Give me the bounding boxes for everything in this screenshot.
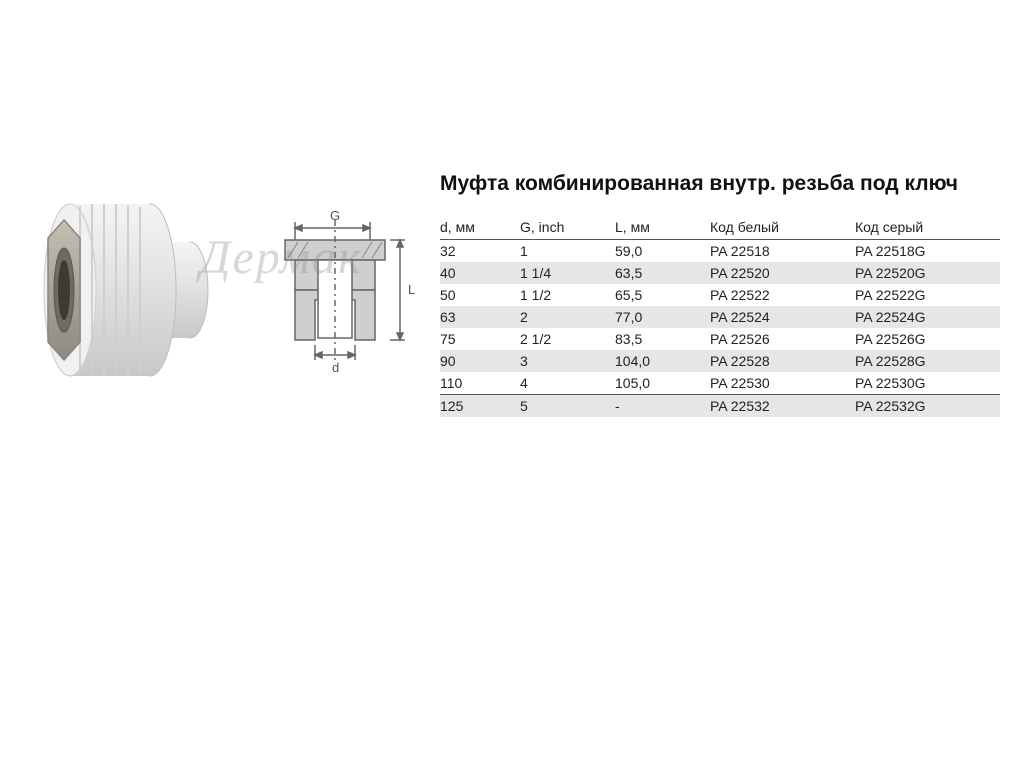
col-header: d, мм [440, 215, 520, 240]
table-cell: 32 [440, 240, 520, 263]
table-cell: 105,0 [615, 372, 710, 395]
table-cell: PA 22530G [855, 372, 1000, 395]
content-block: Муфта комбинированная внутр. резьба под … [440, 170, 1024, 417]
table-row: 903104,0PA 22528PA 22528G [440, 350, 1000, 372]
table-row: 752 1/283,5PA 22526PA 22526G [440, 328, 1000, 350]
diagram-label-l: L [408, 282, 415, 297]
table-cell: 63,5 [615, 262, 710, 284]
table-cell: - [615, 395, 710, 418]
table-cell: 1 [520, 240, 615, 263]
table-row: 401 1/463,5PA 22520PA 22520G [440, 262, 1000, 284]
table-cell: PA 22524 [710, 306, 855, 328]
diagram-label-g: G [330, 208, 340, 223]
table-body: 32159,0PA 22518PA 22518G401 1/463,5PA 22… [440, 240, 1000, 418]
table-cell: 110 [440, 372, 520, 395]
table-cell: 1 1/2 [520, 284, 615, 306]
table-row: 63277,0PA 22524PA 22524G [440, 306, 1000, 328]
table-cell: 59,0 [615, 240, 710, 263]
dimensional-diagram: G L d [240, 200, 430, 390]
table-cell: 90 [440, 350, 520, 372]
table-cell: PA 22526G [855, 328, 1000, 350]
table-row: 1255-PA 22532PA 22532G [440, 395, 1000, 418]
table-cell: 2 1/2 [520, 328, 615, 350]
table-cell: 77,0 [615, 306, 710, 328]
table-cell: 50 [440, 284, 520, 306]
table-cell: PA 22524G [855, 306, 1000, 328]
table-cell: 3 [520, 350, 615, 372]
col-header: Код серый [855, 215, 1000, 240]
col-header: Код белый [710, 215, 855, 240]
col-header: L, мм [615, 215, 710, 240]
table-cell: 2 [520, 306, 615, 328]
table-cell: 125 [440, 395, 520, 418]
table-cell: PA 22528 [710, 350, 855, 372]
table-cell: PA 22518G [855, 240, 1000, 263]
table-cell: 1 1/4 [520, 262, 615, 284]
product-illustration [30, 170, 250, 430]
table-cell: PA 22518 [710, 240, 855, 263]
table-cell: 40 [440, 262, 520, 284]
table-cell: PA 22528G [855, 350, 1000, 372]
table-cell: PA 22522G [855, 284, 1000, 306]
table-cell: 75 [440, 328, 520, 350]
table-cell: 104,0 [615, 350, 710, 372]
table-cell: PA 22532 [710, 395, 855, 418]
diagram-label-d: d [332, 360, 339, 375]
product-title: Муфта комбинированная внутр. резьба под … [440, 170, 1024, 197]
spec-table: d, мм G, inch L, мм Код белый Код серый … [440, 215, 1000, 417]
table-row: 1104105,0PA 22530PA 22530G [440, 372, 1000, 395]
table-cell: PA 22532G [855, 395, 1000, 418]
table-cell: 83,5 [615, 328, 710, 350]
table-cell: 63 [440, 306, 520, 328]
table-row: 501 1/265,5PA 22522PA 22522G [440, 284, 1000, 306]
table-cell: PA 22520 [710, 262, 855, 284]
table-cell: 65,5 [615, 284, 710, 306]
table-cell: PA 22520G [855, 262, 1000, 284]
table-cell: 4 [520, 372, 615, 395]
table-cell: PA 22526 [710, 328, 855, 350]
page: G L d Дермак Муфта комбинированная внутр… [0, 0, 1024, 768]
table-cell: PA 22522 [710, 284, 855, 306]
col-header: G, inch [520, 215, 615, 240]
table-row: 32159,0PA 22518PA 22518G [440, 240, 1000, 263]
table-cell: 5 [520, 395, 615, 418]
table-header-row: d, мм G, inch L, мм Код белый Код серый [440, 215, 1000, 240]
table-cell: PA 22530 [710, 372, 855, 395]
